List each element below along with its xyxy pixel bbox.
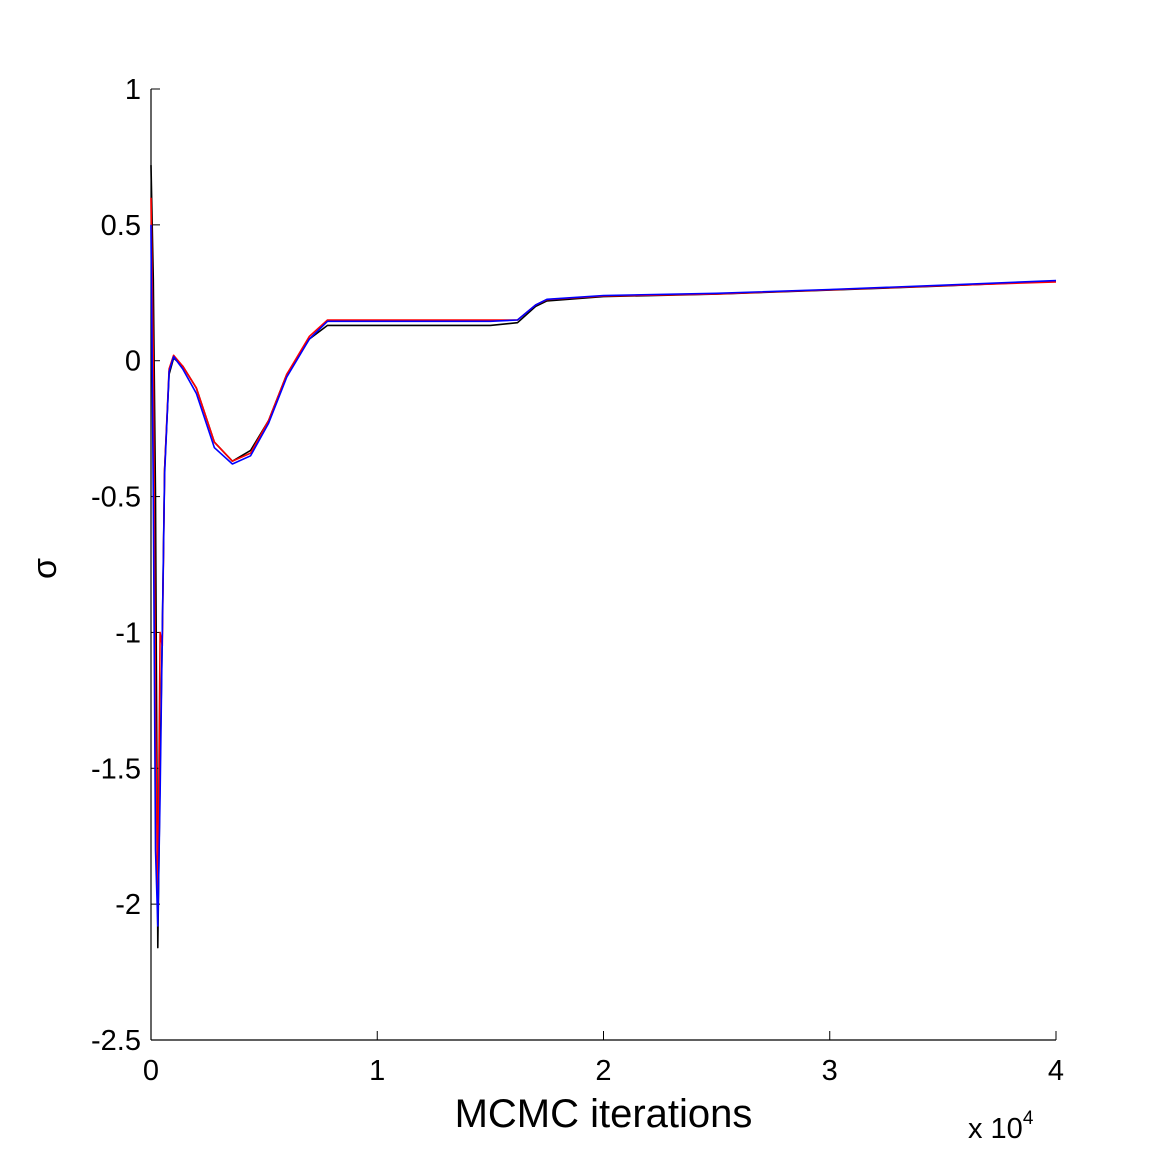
y-tick-label: 0.5 [101, 210, 141, 242]
y-tick-label: -2.5 [91, 1025, 141, 1057]
x-axis-label: MCMC iterations [455, 1092, 753, 1136]
y-tick-label: -1 [115, 617, 141, 649]
series-line-3 [150, 224, 1057, 927]
x-tick-label: 3 [822, 1055, 838, 1087]
y-axis-label: σ [26, 558, 64, 579]
x-tick-label: 2 [595, 1055, 611, 1087]
x-tick-label: 4 [1048, 1055, 1064, 1087]
x-multiplier: x 104 [968, 1108, 1034, 1145]
x-ticks: 0 1 2 3 4 [143, 1031, 1064, 1087]
x-multiplier-exponent: 4 [1023, 1108, 1034, 1129]
x-tick-label: 1 [369, 1055, 385, 1087]
y-tick-label: -0.5 [91, 482, 141, 514]
y-ticks: 1 0.5 0 -0.5 -1 -1.5 -2 -2.5 [91, 74, 160, 1057]
y-tick-label: 1 [125, 74, 141, 106]
x-multiplier-base: x 10 [968, 1113, 1023, 1145]
series-group [150, 165, 1057, 949]
y-tick-label: -2 [115, 889, 141, 921]
x-tick-label: 0 [143, 1055, 159, 1087]
y-tick-label: -1.5 [91, 753, 141, 785]
y-tick-label: 0 [125, 346, 141, 378]
